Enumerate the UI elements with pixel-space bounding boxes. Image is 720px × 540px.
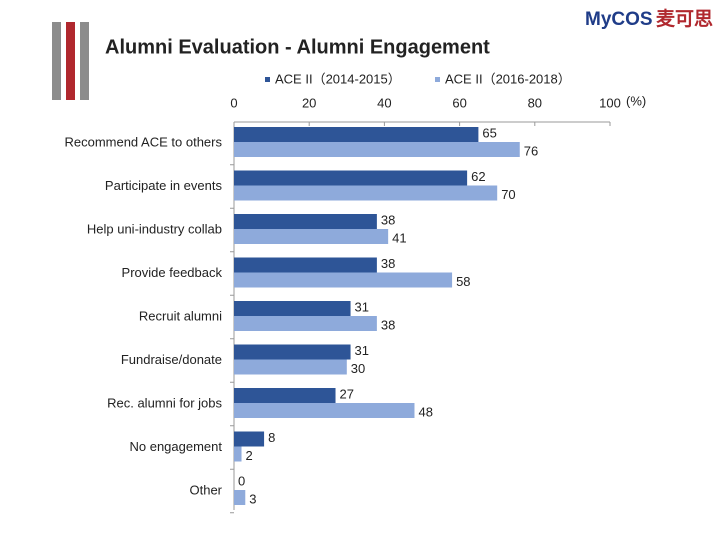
y-tick-label: No engagement (129, 439, 222, 454)
bar (234, 431, 265, 447)
value-label: 30 (351, 361, 365, 376)
value-label: 65 (482, 125, 496, 140)
bar (234, 388, 336, 403)
bar (234, 127, 479, 142)
x-axis-label: (%) (626, 93, 646, 108)
value-label: 41 (392, 230, 406, 245)
y-tick-label: Participate in events (105, 178, 223, 193)
value-label: 76 (524, 143, 538, 158)
value-label: 62 (471, 169, 485, 184)
legend-swatch (265, 77, 270, 82)
bar (234, 142, 520, 157)
bar (234, 170, 468, 186)
bar (234, 359, 347, 375)
bar (234, 316, 377, 331)
x-tick-label: 80 (528, 95, 542, 110)
x-tick-label: 20 (302, 95, 316, 110)
value-label: 31 (355, 343, 369, 358)
y-tick-label: Other (189, 482, 222, 497)
bar (234, 185, 498, 201)
value-label: 38 (381, 317, 395, 332)
bar (234, 229, 389, 244)
x-tick-label: 100 (599, 95, 621, 110)
y-tick-label: Recommend ACE to others (64, 134, 222, 149)
decor-bar (66, 22, 75, 100)
bar (234, 272, 453, 288)
value-label: 2 (246, 448, 253, 463)
x-tick-label: 60 (452, 95, 466, 110)
decor-bar (52, 22, 61, 100)
value-label: 3 (249, 491, 256, 506)
y-tick-label: Rec. alumni for jobs (107, 395, 222, 410)
legend-label: ACE II（2014-2015） (275, 71, 401, 86)
bar (234, 490, 246, 505)
x-tick-label: 40 (377, 95, 391, 110)
value-label: 8 (268, 430, 275, 445)
y-tick-label: Help uni-industry collab (87, 221, 222, 236)
x-tick-label: 0 (230, 95, 237, 110)
y-tick-label: Fundraise/donate (121, 352, 222, 367)
bar (234, 257, 377, 273)
bar (234, 301, 351, 316)
bar (234, 446, 242, 462)
value-label: 27 (340, 386, 354, 401)
legend-swatch (435, 77, 440, 82)
legend-label: ACE II（2016-2018） (445, 71, 571, 86)
value-label: 38 (381, 212, 395, 227)
value-label: 70 (501, 187, 515, 202)
logo-cn: 麦可思 (656, 7, 713, 30)
value-label: 31 (355, 299, 369, 314)
value-label: 38 (381, 256, 395, 271)
logo: MyCOS (585, 9, 653, 30)
value-label: 58 (456, 274, 470, 289)
value-label: 0 (238, 473, 245, 488)
bar (234, 214, 377, 229)
bar (234, 403, 415, 418)
chart-title: Alumni Evaluation - Alumni Engagement (105, 36, 490, 58)
value-label: 48 (418, 404, 432, 419)
y-tick-label: Provide feedback (122, 265, 223, 280)
decor-bar (80, 22, 89, 100)
y-tick-label: Recruit alumni (139, 308, 222, 323)
bar (234, 344, 351, 360)
